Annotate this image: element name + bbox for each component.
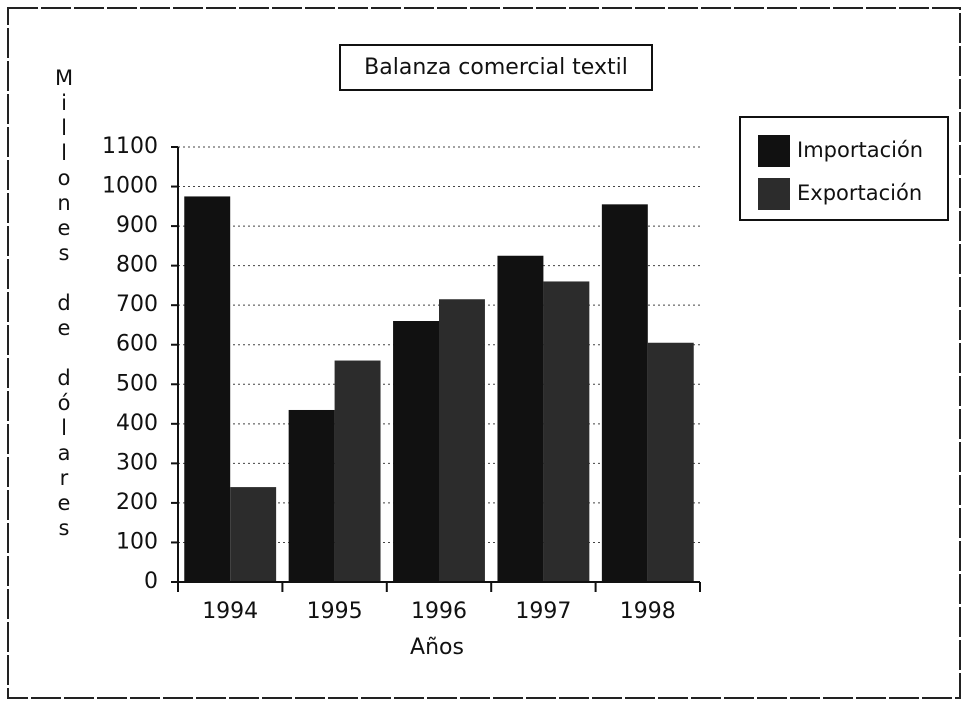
legend-label: Importación	[797, 138, 923, 162]
chart-title: Balanza comercial textil	[364, 55, 628, 80]
x-tick-label: 1996	[411, 599, 467, 624]
y-tick-label: 400	[116, 411, 158, 436]
bar	[601, 204, 648, 582]
legend-swatch	[758, 178, 790, 210]
y-tick-label: 700	[116, 292, 158, 317]
y-tick-label: 500	[116, 371, 158, 396]
x-tick-label: 1998	[620, 599, 676, 624]
y-tick-label: 1000	[102, 174, 158, 199]
y-tick-label: 200	[116, 490, 158, 515]
x-tick-label: 1997	[515, 599, 571, 624]
y-tick-label: 1100	[102, 134, 158, 159]
bar	[647, 342, 694, 582]
bar	[230, 487, 277, 582]
x-tick-label: 1995	[307, 599, 363, 624]
y-tick-label: 0	[144, 569, 158, 594]
bar	[334, 360, 381, 582]
y-tick-label: 800	[116, 253, 158, 278]
legend-swatch	[758, 135, 790, 167]
bar	[543, 281, 590, 582]
y-tick-label: 100	[116, 529, 158, 554]
y-tick-label: 300	[116, 450, 158, 475]
x-axis-label: Años	[410, 635, 464, 660]
bar	[288, 409, 335, 582]
x-tick-label: 1994	[202, 599, 258, 624]
legend-label: Exportación	[797, 181, 922, 205]
y-axis-label: Millones de dólares	[52, 66, 76, 541]
y-tick-label: 900	[116, 213, 158, 238]
bar	[393, 321, 439, 582]
bar	[184, 196, 231, 582]
bar	[497, 255, 544, 582]
frame	[7, 7, 961, 699]
y-tick-label: 600	[116, 332, 158, 357]
bar	[439, 299, 485, 582]
title-box	[339, 44, 653, 91]
